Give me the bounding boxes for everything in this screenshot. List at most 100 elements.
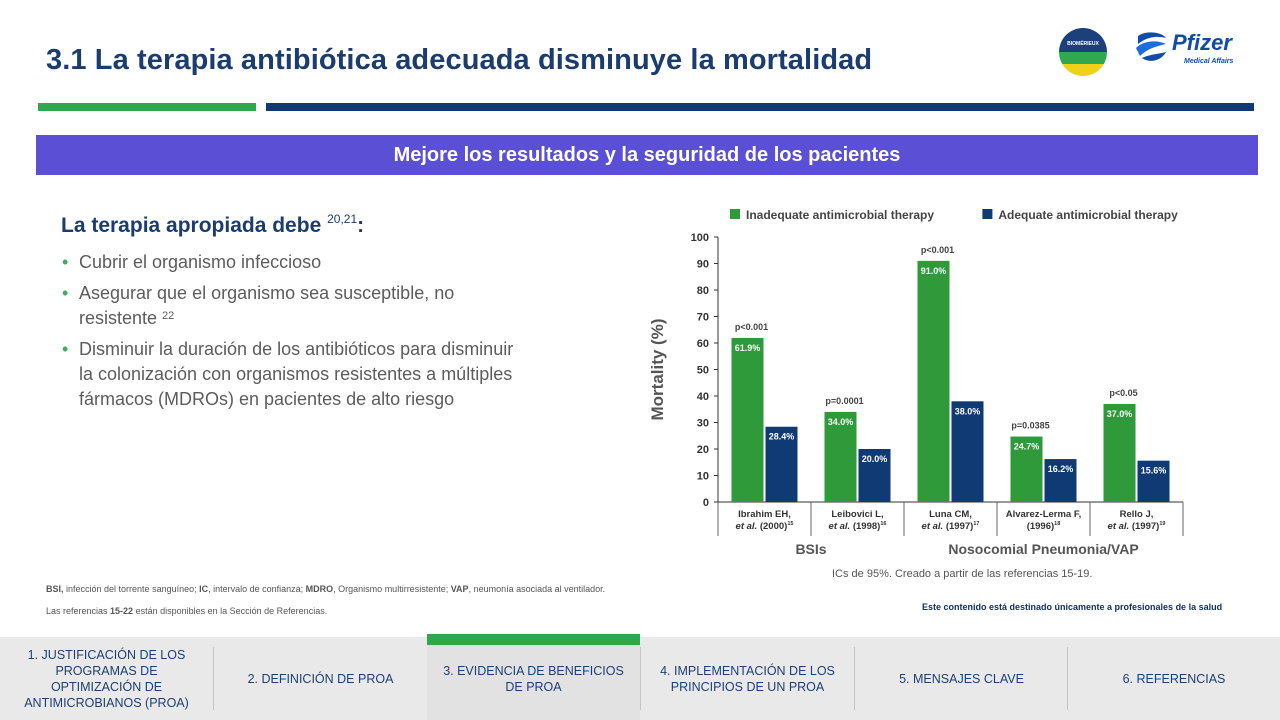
y-tick-label: 50 bbox=[697, 365, 709, 377]
bullets-heading: La terapia apropiada debe 20,21: bbox=[61, 212, 365, 238]
hcp-disclaimer: Este contenido está destinado únicamente… bbox=[922, 602, 1223, 612]
p-value-label: p=0.0385 bbox=[1011, 421, 1049, 431]
x-category-label-line2: et al. (1998)16 bbox=[829, 521, 887, 532]
nav-tab-justificacion[interactable]: 1. JUSTIFICACIÓN DE LOS PROGRAMAS DE OPT… bbox=[24, 647, 189, 710]
y-tick-label: 10 bbox=[697, 471, 709, 483]
nav-divider bbox=[854, 647, 855, 710]
legend-label: Adequate antimicrobial therapy bbox=[998, 208, 1178, 222]
refs-range: 15-22 bbox=[110, 606, 134, 616]
bar-value-label: 16.2% bbox=[1048, 464, 1074, 474]
p-value-label: p<0.05 bbox=[1109, 388, 1137, 398]
pfizer-logo-sub: Medical Affairs bbox=[1184, 58, 1234, 65]
bullet-text: Asegurar que el organismo sea susceptibl… bbox=[79, 283, 455, 328]
nav-tab-referencias[interactable]: 6. REFERENCIAS bbox=[1122, 671, 1226, 686]
bullet-item: • Disminuir la duración de los antibiótic… bbox=[62, 337, 532, 412]
bar-value-label: 24.7% bbox=[1014, 442, 1040, 452]
p-value-label: p=0.0001 bbox=[825, 396, 863, 406]
legend-swatch bbox=[730, 209, 740, 219]
nav-divider bbox=[1067, 647, 1068, 710]
y-tick-label: 40 bbox=[697, 391, 709, 403]
x-category-label: Luna CM, bbox=[929, 509, 972, 520]
abbrev-term: VAP bbox=[450, 584, 469, 594]
abbrev-def: , intervalo de confianza; bbox=[208, 584, 306, 594]
bar-inadequate bbox=[1103, 403, 1136, 502]
abbrev-def: , neumonía asociada al ventilador. bbox=[468, 584, 606, 594]
bar-value-label: 61.9% bbox=[735, 343, 761, 353]
bullet-dot-icon: • bbox=[62, 283, 69, 303]
references-footnote: Las referencias 15-22 están disponibles … bbox=[46, 606, 327, 616]
abbrev-def: infección del torrente sanguíneo; bbox=[63, 584, 200, 594]
x-category-label-line2: (1996)18 bbox=[1027, 521, 1061, 532]
abbrev-term: IC bbox=[199, 584, 209, 594]
bar-inadequate bbox=[824, 411, 857, 502]
legend-swatch bbox=[982, 209, 993, 219]
bar-value-label: 34.0% bbox=[828, 417, 854, 427]
legend-label: Inadequate antimicrobial therapy bbox=[746, 208, 934, 222]
biomerieux-logo: BIOMÉRIEUX bbox=[1059, 28, 1107, 76]
abbreviations-footnote: BSI, infección del torrente sanguíneo; I… bbox=[46, 584, 605, 594]
bullet-list: • Cubrir el organismo infeccioso • Asegura… bbox=[62, 250, 532, 418]
x-category-label-line2: et al. (2000)15 bbox=[736, 521, 794, 532]
chart-caption: ICs de 95%. Creado a partir de las refer… bbox=[832, 568, 1093, 580]
bullet-item: • Asegurar que el organismo sea susceptib… bbox=[62, 281, 532, 331]
bullet-item: • Cubrir el organismo infeccioso bbox=[62, 250, 532, 275]
y-tick-label: 30 bbox=[697, 418, 709, 430]
x-group-label: BSIs bbox=[795, 541, 826, 557]
title-rule-green bbox=[38, 103, 256, 111]
bar-inadequate bbox=[1010, 436, 1043, 502]
bar-adequate bbox=[858, 449, 891, 502]
p-value-label: p<0.001 bbox=[921, 245, 954, 255]
y-tick-label: 70 bbox=[697, 312, 709, 324]
section-navbar: 1. JUSTIFICACIÓN DE LOS PROGRAMAS DE OPT… bbox=[0, 634, 1280, 720]
nav-tab-mensajes[interactable]: 5. MENSAJES CLAVE bbox=[899, 671, 1024, 686]
abbrev-term: MDRO bbox=[305, 584, 334, 594]
section-banner: Mejore los resultados y la seguridad de … bbox=[36, 135, 1258, 175]
x-category-label-line2: et al. (1997)17 bbox=[922, 521, 980, 532]
nav-tab-implementacion[interactable]: 4. IMPLEMENTACIÓN DE LOS PRINCIPIOS DE U… bbox=[660, 663, 835, 694]
x-category-label-line2: et al. (1997)19 bbox=[1108, 521, 1166, 532]
x-group-label: Nosocomial Pneumonia/VAP bbox=[948, 541, 1138, 557]
p-value-label: p<0.001 bbox=[735, 322, 768, 332]
page-title: 3.1 La terapia antibiótica adecuada dism… bbox=[46, 44, 873, 76]
refs-post: están disponibles en la Sección de Refer… bbox=[133, 606, 328, 616]
bullet-dot-icon: • bbox=[62, 252, 69, 272]
bullet-text: Disminuir la duración de los antibiótico… bbox=[79, 339, 514, 409]
bar-value-label: 91.0% bbox=[921, 266, 947, 276]
bar-value-label: 15.6% bbox=[1141, 466, 1167, 476]
y-axis-title: Mortality (%) bbox=[648, 319, 667, 421]
nav-divider bbox=[213, 647, 214, 710]
x-category-label: Ibrahim EH, bbox=[738, 509, 791, 520]
pfizer-logo: Pfizer Medical Affairs bbox=[1132, 30, 1242, 74]
abbrev-def: , Organismo multirresistente; bbox=[333, 584, 451, 594]
active-tab-indicator bbox=[427, 634, 640, 645]
bar-inadequate bbox=[917, 260, 950, 502]
bullets-heading-colon: : bbox=[357, 214, 365, 237]
bar-value-label: 28.4% bbox=[769, 432, 795, 442]
nav-divider bbox=[640, 647, 641, 710]
y-tick-label: 20 bbox=[697, 444, 709, 456]
bar-value-label: 38.0% bbox=[955, 406, 981, 416]
bullet-dot-icon: • bbox=[62, 339, 69, 359]
nav-tab-evidencia[interactable]: 3. EVIDENCIA DE BENEFICIOS DE PROA bbox=[427, 634, 640, 720]
bar-adequate bbox=[1044, 459, 1077, 502]
x-category-label: Alvarez-Lerma F, bbox=[1006, 509, 1082, 520]
bar-value-label: 37.0% bbox=[1107, 409, 1133, 419]
x-category-label: Leibovici L, bbox=[831, 509, 883, 520]
bar-adequate bbox=[1137, 460, 1170, 502]
bullets-heading-ref: 20,21 bbox=[327, 212, 358, 226]
y-tick-label: 80 bbox=[697, 285, 709, 297]
biomerieux-logo-text: BIOMÉRIEUX bbox=[1067, 41, 1099, 47]
refs-pre: Las referencias bbox=[46, 606, 111, 616]
bar-adequate bbox=[765, 426, 798, 502]
mortality-bar-chart: Inadequate antimicrobial therapy Adequate… bbox=[648, 208, 1184, 557]
y-tick-label: 100 bbox=[691, 232, 709, 244]
y-tick-label: 90 bbox=[697, 259, 709, 271]
pfizer-logo-word: Pfizer bbox=[1172, 30, 1232, 55]
x-category-label: Rello J, bbox=[1120, 509, 1154, 520]
bar-adequate bbox=[951, 401, 984, 502]
bullet-text: Cubrir el organismo infeccioso bbox=[79, 252, 322, 272]
bar-inadequate bbox=[731, 337, 764, 502]
bar-value-label: 20.0% bbox=[862, 454, 888, 464]
bullet-ref: 22 bbox=[162, 310, 175, 322]
nav-tab-definicion[interactable]: 2. DEFINICIÓN DE PROA bbox=[247, 671, 394, 686]
